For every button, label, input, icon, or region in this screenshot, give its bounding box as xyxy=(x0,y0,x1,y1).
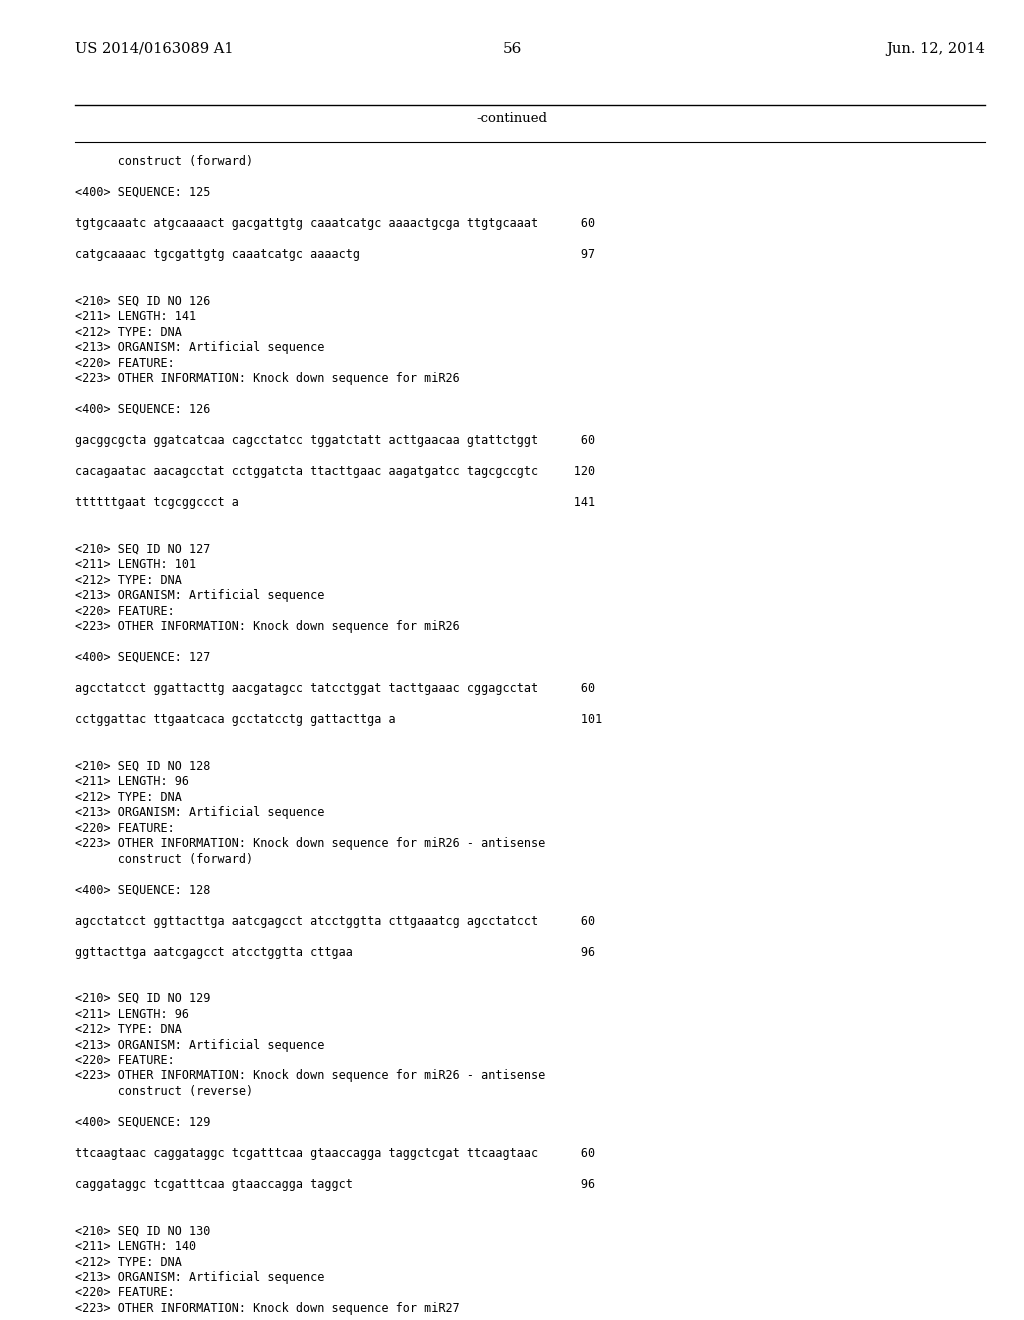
Text: <400> SEQUENCE: 126: <400> SEQUENCE: 126 xyxy=(75,403,210,416)
Text: 56: 56 xyxy=(503,42,521,55)
Text: <211> LENGTH: 140: <211> LENGTH: 140 xyxy=(75,1239,197,1253)
Text: <212> TYPE: DNA: <212> TYPE: DNA xyxy=(75,791,182,804)
Text: <220> FEATURE:: <220> FEATURE: xyxy=(75,1053,175,1067)
Text: <213> ORGANISM: Artificial sequence: <213> ORGANISM: Artificial sequence xyxy=(75,807,325,818)
Text: <223> OTHER INFORMATION: Knock down sequence for miR26: <223> OTHER INFORMATION: Knock down sequ… xyxy=(75,372,460,385)
Text: <213> ORGANISM: Artificial sequence: <213> ORGANISM: Artificial sequence xyxy=(75,1271,325,1284)
Text: <213> ORGANISM: Artificial sequence: <213> ORGANISM: Artificial sequence xyxy=(75,589,325,602)
Text: <223> OTHER INFORMATION: Knock down sequence for miR27: <223> OTHER INFORMATION: Knock down sequ… xyxy=(75,1302,460,1315)
Text: <210> SEQ ID NO 126: <210> SEQ ID NO 126 xyxy=(75,294,210,308)
Text: agcctatcct ggattacttg aacgatagcc tatcctggat tacttgaaac cggagcctat      60: agcctatcct ggattacttg aacgatagcc tatcctg… xyxy=(75,682,595,696)
Text: <220> FEATURE:: <220> FEATURE: xyxy=(75,605,175,618)
Text: <213> ORGANISM: Artificial sequence: <213> ORGANISM: Artificial sequence xyxy=(75,1039,325,1052)
Text: <400> SEQUENCE: 125: <400> SEQUENCE: 125 xyxy=(75,186,210,199)
Text: <220> FEATURE:: <220> FEATURE: xyxy=(75,356,175,370)
Text: <211> LENGTH: 96: <211> LENGTH: 96 xyxy=(75,775,189,788)
Text: <210> SEQ ID NO 128: <210> SEQ ID NO 128 xyxy=(75,759,210,772)
Text: <212> TYPE: DNA: <212> TYPE: DNA xyxy=(75,1255,182,1269)
Text: <213> ORGANISM: Artificial sequence: <213> ORGANISM: Artificial sequence xyxy=(75,341,325,354)
Text: <211> LENGTH: 96: <211> LENGTH: 96 xyxy=(75,1007,189,1020)
Text: <212> TYPE: DNA: <212> TYPE: DNA xyxy=(75,573,182,586)
Text: construct (forward): construct (forward) xyxy=(75,154,253,168)
Text: caggataggc tcgatttcaa gtaaccagga taggct                                96: caggataggc tcgatttcaa gtaaccagga taggct … xyxy=(75,1177,595,1191)
Text: <212> TYPE: DNA: <212> TYPE: DNA xyxy=(75,1023,182,1036)
Text: <210> SEQ ID NO 130: <210> SEQ ID NO 130 xyxy=(75,1225,210,1238)
Text: Jun. 12, 2014: Jun. 12, 2014 xyxy=(886,42,985,55)
Text: <211> LENGTH: 141: <211> LENGTH: 141 xyxy=(75,310,197,323)
Text: <212> TYPE: DNA: <212> TYPE: DNA xyxy=(75,326,182,338)
Text: US 2014/0163089 A1: US 2014/0163089 A1 xyxy=(75,42,233,55)
Text: <400> SEQUENCE: 127: <400> SEQUENCE: 127 xyxy=(75,651,210,664)
Text: cctggattac ttgaatcaca gcctatcctg gattacttga a                          101: cctggattac ttgaatcaca gcctatcctg gattact… xyxy=(75,713,602,726)
Text: gacggcgcta ggatcatcaa cagcctatcc tggatctatt acttgaacaa gtattctggt      60: gacggcgcta ggatcatcaa cagcctatcc tggatct… xyxy=(75,434,595,447)
Text: <210> SEQ ID NO 127: <210> SEQ ID NO 127 xyxy=(75,543,210,556)
Text: ttcaagtaac caggataggc tcgatttcaa gtaaccagga taggctcgat ttcaagtaac      60: ttcaagtaac caggataggc tcgatttcaa gtaacca… xyxy=(75,1147,595,1160)
Text: <211> LENGTH: 101: <211> LENGTH: 101 xyxy=(75,558,197,572)
Text: tgtgcaaatc atgcaaaact gacgattgtg caaatcatgc aaaactgcga ttgtgcaaat      60: tgtgcaaatc atgcaaaact gacgattgtg caaatca… xyxy=(75,216,595,230)
Text: agcctatcct ggttacttga aatcgagcct atcctggtta cttgaaatcg agcctatcct      60: agcctatcct ggttacttga aatcgagcct atcctgg… xyxy=(75,915,595,928)
Text: ttttttgaat tcgcggccct a                                               141: ttttttgaat tcgcggccct a 141 xyxy=(75,496,595,510)
Text: <400> SEQUENCE: 128: <400> SEQUENCE: 128 xyxy=(75,883,210,896)
Text: construct (reverse): construct (reverse) xyxy=(75,1085,253,1098)
Text: <220> FEATURE:: <220> FEATURE: xyxy=(75,1287,175,1299)
Text: -continued: -continued xyxy=(476,112,548,125)
Text: <400> SEQUENCE: 129: <400> SEQUENCE: 129 xyxy=(75,1115,210,1129)
Text: <223> OTHER INFORMATION: Knock down sequence for miR26 - antisense: <223> OTHER INFORMATION: Knock down sequ… xyxy=(75,1069,545,1082)
Text: construct (forward): construct (forward) xyxy=(75,853,253,866)
Text: cacagaatac aacagcctat cctggatcta ttacttgaac aagatgatcc tagcgccgtc     120: cacagaatac aacagcctat cctggatcta ttacttg… xyxy=(75,465,595,478)
Text: <223> OTHER INFORMATION: Knock down sequence for miR26 - antisense: <223> OTHER INFORMATION: Knock down sequ… xyxy=(75,837,545,850)
Text: ggttacttga aatcgagcct atcctggtta cttgaa                                96: ggttacttga aatcgagcct atcctggtta cttgaa … xyxy=(75,945,595,958)
Text: <223> OTHER INFORMATION: Knock down sequence for miR26: <223> OTHER INFORMATION: Knock down sequ… xyxy=(75,620,460,634)
Text: <210> SEQ ID NO 129: <210> SEQ ID NO 129 xyxy=(75,993,210,1005)
Text: catgcaaaac tgcgattgtg caaatcatgc aaaactg                               97: catgcaaaac tgcgattgtg caaatcatgc aaaactg… xyxy=(75,248,595,261)
Text: <220> FEATURE:: <220> FEATURE: xyxy=(75,821,175,834)
